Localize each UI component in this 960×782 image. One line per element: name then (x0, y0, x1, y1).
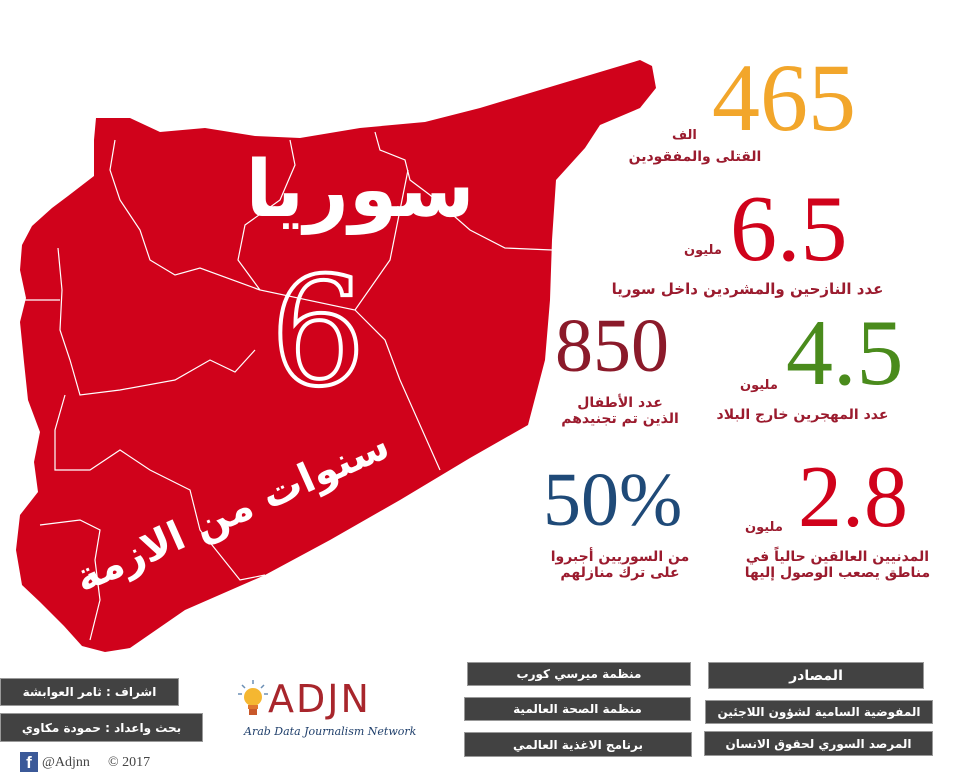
map-years-number: 6 (270, 246, 365, 420)
stat-refugees-label: عدد المهجرين خارج البلاد (716, 407, 889, 423)
stat-displaced-label: عدد النازحين والمشردين داخل سوريا (611, 280, 884, 298)
stat-refugees-value: 4.5 (786, 301, 904, 405)
stat-killed-unit: الف (672, 128, 697, 143)
stat-trapped-value: 2.8 (798, 449, 908, 546)
stat-refugees-unit: مليون (740, 378, 778, 393)
region-borders (25, 131, 553, 641)
facebook-icon[interactable]: f (20, 752, 38, 772)
stat-displaced-value: 6.5 (730, 177, 848, 281)
stat-forced-label-2: على ترك منازلهم (560, 565, 680, 581)
source-unhcr: المفوضية السامية لشؤون اللاجئين (705, 700, 933, 724)
adjn-logo: ADJN Arab Data Journalism Network (238, 677, 416, 742)
logo-tagline: Arab Data Journalism Network (244, 725, 417, 738)
source-wfp: برنامج الاغذية العالمي (464, 732, 692, 757)
lightbulb-icon (238, 680, 268, 715)
stat-killed-label: القتلى والمفقودين (628, 149, 762, 165)
source-who: منظمة الصحة العالمية (464, 697, 691, 721)
source-mercy-corps: منظمة ميرسي كورب (467, 662, 691, 686)
logo-name: ADJN (268, 677, 371, 721)
stat-forced-value: 50% (543, 458, 683, 542)
research-credit: بحث واعداد : حمودة مكاوي (0, 713, 203, 742)
stat-trapped-unit: مليون (745, 520, 783, 535)
map-title: سوريا (245, 145, 474, 235)
stat-displaced-unit: مليون (684, 243, 722, 258)
sources-title: المصادر (708, 662, 924, 689)
supervision-credit: اشراف : ثامر العوابشة (0, 678, 179, 706)
copyright: © 2017 (108, 755, 151, 770)
stat-children-label-1: عدد الأطفال (577, 395, 663, 411)
stat-trapped-label-1: المدنيين العالقين حالياً في (745, 549, 930, 565)
syria-map-shape (16, 60, 656, 652)
stat-forced-label-1: من السوريين أجبروا (550, 549, 690, 565)
stat-killed-value: 465 (712, 44, 856, 151)
source-sohr: المرصد السوري لحقوق الانسان (704, 731, 933, 756)
stat-children-value: 850 (555, 304, 669, 388)
facebook-handle[interactable]: @Adjnn (42, 755, 90, 770)
stat-trapped-label-2: مناطق يصعب الوصول إليها (744, 565, 931, 581)
stat-children-label-2: الذين تم تجنيدهم (561, 411, 679, 427)
